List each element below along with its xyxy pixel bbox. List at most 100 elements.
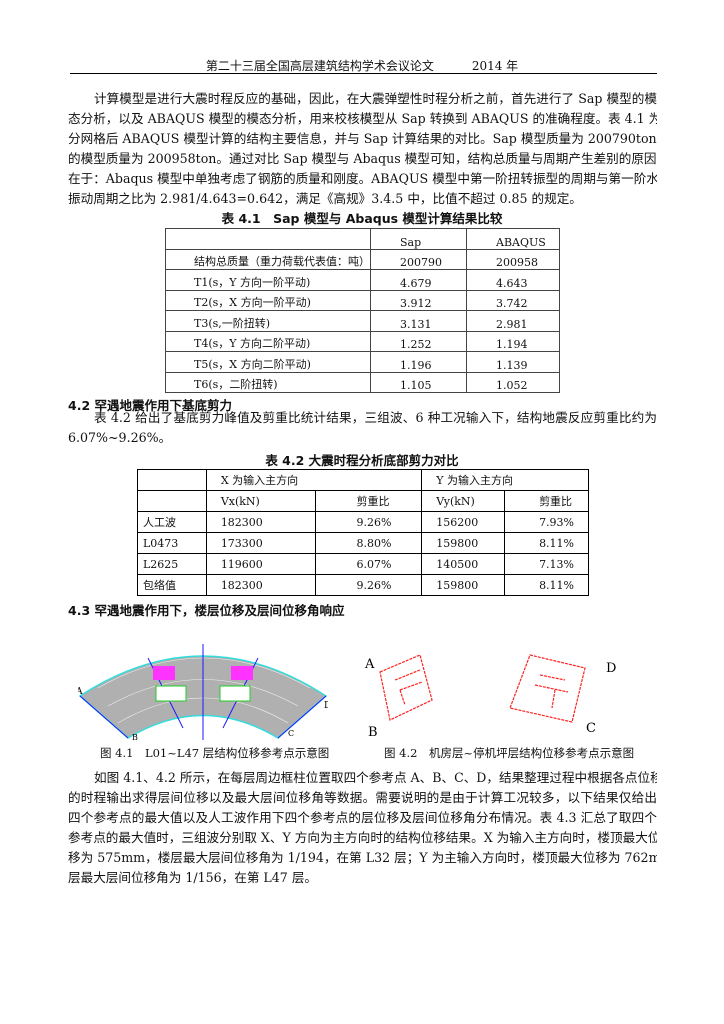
text-line: 计算模型是进行大震时程反应的基础，因此，在大震弹塑性时程分析之前，首先进行了 S…	[94, 91, 657, 106]
table-cell: 包络值	[137, 574, 207, 596]
table-cell: 1.194	[466, 331, 560, 352]
point-label-d: D	[324, 701, 328, 711]
table-cell: 2.981	[466, 310, 560, 332]
table-cell: 6.07%	[315, 553, 423, 575]
group-header: Y 为输入主方向	[421, 469, 589, 491]
text-line: 移为 575mm，楼层最大层间位移角为 1/194，在第 L32 层；Y 为主输…	[68, 850, 657, 865]
table-cell: 4.643	[466, 269, 560, 291]
point-label-a: A	[364, 657, 375, 672]
table-cell: 1.196	[370, 351, 467, 373]
figure-4-2-roof-plan: A B C D	[364, 654, 616, 740]
table-row: L0473 173300 8.80% 159800 8.11%	[137, 532, 589, 554]
opening-left	[155, 685, 187, 702]
table-cell: 182300	[205, 511, 317, 533]
outline-left	[379, 654, 433, 721]
table-cell: 159800	[421, 574, 506, 596]
table-cell: T1(s，Y 方向一阶平动)	[165, 269, 371, 291]
table-cell: 人工波	[137, 511, 207, 533]
section-4-2-title: 4.2 罕遇地震作用下基底剪力	[68, 398, 232, 413]
point-label-c: C	[586, 721, 596, 736]
table-cell: 9.26%	[315, 574, 423, 596]
table-cell: 结构总质量（重力荷载代表值：吨）	[165, 249, 371, 270]
table-cell: 119600	[205, 553, 317, 575]
table-cell: 1.139	[466, 351, 560, 373]
table-cell: 140500	[421, 553, 506, 575]
table-header-row: X 为输入主方向 Y 为输入主方向	[137, 469, 589, 491]
text-line: 分网格后 ABAQUS 模型计算的结构主要信息，并与 Sap 计算结果的对比。S…	[68, 131, 657, 146]
section-4-3-title: 4.3 罕遇地震作用下，楼层位移及层间位移角响应	[68, 603, 345, 618]
text-line: 表 4.2 给出了基底剪力峰值及剪重比统计结果，三组波、6 种工况输入下，结构地…	[94, 410, 657, 425]
opening-right	[219, 685, 251, 702]
table-cell: 173300	[205, 532, 317, 554]
table-cell: 7.93%	[504, 511, 589, 533]
outline-right	[509, 654, 586, 723]
table-cell: Sap	[370, 228, 467, 250]
table-cell: 8.11%	[504, 532, 589, 554]
table-row: T6(s，二阶扭转) 1.105 1.052	[165, 372, 560, 393]
header-rule	[70, 73, 657, 74]
sub-header: Vy(kN)	[421, 490, 506, 512]
sub-header: 剪重比	[504, 490, 589, 512]
table-cell: T6(s，二阶扭转)	[165, 372, 371, 393]
text-line: 6.07%~9.26%。	[68, 430, 172, 445]
text-line: 参考点的最大值时，三组波分别取 X、Y 方向为主方向时的结构位移结果。X 为输入…	[68, 830, 657, 845]
table-1: Sap ABAQUS 结构总质量（重力荷载代表值：吨） 200790 200958 T1(…	[165, 228, 560, 393]
point-label-d: D	[606, 661, 616, 676]
table-1-caption: 表 4.1 Sap 模型与 Abaqus 模型计算结果比较	[221, 211, 503, 226]
paragraph-1: 计算模型是进行大震时程反应的基础，因此，在大震弹塑性时程分析之前，首先进行了 S…	[68, 89, 657, 209]
table-row: T2(s，X 方向一阶平动) 3.912 3.742	[165, 290, 560, 311]
text-line: 态分析，以及 ABAQUS 模型的模态分析，用来校核模型从 Sap 转换到 AB…	[68, 111, 657, 126]
table-row: T4(s，Y 方向二阶平动) 1.252 1.194	[165, 331, 560, 352]
table-cell: 8.80%	[315, 532, 423, 554]
table-cell: 182300	[205, 574, 317, 596]
core-left	[153, 666, 175, 680]
table-cell: L0473	[137, 532, 207, 554]
table-cell: T4(s，Y 方向二阶平动)	[165, 331, 371, 352]
table-row: T1(s，Y 方向一阶平动) 4.679 4.643	[165, 269, 560, 291]
paragraph-3: 如图 4.1、4.2 所示，在每层周边框柱位置取四个参考点 A、B、C、D，结果…	[68, 768, 657, 888]
text-line: 的模型质量为 200958ton。通过对比 Sap 模型与 Abaqus 模型可…	[68, 151, 657, 166]
table-cell: ABAQUS	[466, 228, 560, 250]
table-row: 包络值 182300 9.26% 159800 8.11%	[137, 574, 589, 596]
table-cell: 1.252	[370, 331, 467, 352]
table-cell: 1.052	[466, 372, 560, 393]
table-cell: 1.105	[370, 372, 467, 393]
table-cell: 3.131	[370, 310, 467, 332]
figure-4-2-caption: 图 4.2 机房层~停机坪层结构位移参考点示意图	[384, 746, 635, 760]
table-cell: T5(s，X 方向二阶平动)	[165, 351, 371, 373]
table-cell: T2(s，X 方向一阶平动)	[165, 290, 371, 311]
text-line: 的时程输出求得层间位移以及最大层间位移角等数据。需要说明的是由于计算工况较多，以…	[68, 790, 657, 805]
point-label-a: A	[78, 687, 83, 697]
figure-4-1-floor-plan: A B C D	[78, 644, 328, 740]
point-label-b: B	[132, 733, 138, 740]
table-row: T5(s，X 方向二阶平动) 1.196 1.139	[165, 351, 560, 373]
header-year: 2014 年	[471, 59, 519, 73]
table-cell: 4.679	[370, 269, 467, 291]
point-label-c: C	[288, 729, 294, 738]
table-cell: 159800	[421, 532, 506, 554]
table-cell: 7.13%	[504, 553, 589, 575]
point-label-b: B	[368, 725, 378, 740]
table-cell: 200790	[370, 249, 467, 270]
table-cell: 8.11%	[504, 574, 589, 596]
sub-header: 剪重比	[315, 490, 423, 512]
table-row: L2625 119600 6.07% 140500 7.13%	[137, 553, 589, 575]
table-cell: 3.742	[466, 290, 560, 311]
table-2: X 为输入主方向 Y 为输入主方向 Vx(kN) 剪重比 Vy(kN) 剪重比 …	[137, 469, 589, 596]
table-cell: 9.26%	[315, 511, 423, 533]
table-row: T3(s,一阶扭转) 3.131 2.981	[165, 310, 560, 332]
text-line: 四个参考点的最大值以及人工波作用下四个参考点的层位移及层间位移角分布情况。表 4…	[68, 810, 657, 825]
table-row: Sap ABAQUS	[165, 228, 560, 250]
table-cell: 3.912	[370, 290, 467, 311]
text-line: 如图 4.1、4.2 所示，在每层周边框柱位置取四个参考点 A、B、C、D，结果…	[94, 770, 657, 785]
text-line: 在于：Abaqus 模型中单独考虑了钢筋的质量和刚度。ABAQUS 模型中第一阶…	[68, 171, 657, 186]
header-title: 第二十三届全国高层建筑结构学术会议论文	[205, 59, 434, 73]
text-line: 振动周期之比为 2.981/4.643=0.642，满足《高规》3.4.5 中，…	[68, 191, 582, 206]
table-2-caption: 表 4.2 大震时程分析底部剪力对比	[265, 453, 459, 468]
table-row: 人工波 182300 9.26% 156200 7.93%	[137, 511, 589, 533]
table-row: 结构总质量（重力荷载代表值：吨） 200790 200958	[165, 249, 560, 270]
text-line: 层最大层间位移角为 1/156，在第 L47 层。	[68, 870, 318, 885]
core-right	[231, 666, 253, 680]
table-cell	[165, 228, 371, 250]
table-cell: 156200	[421, 511, 506, 533]
